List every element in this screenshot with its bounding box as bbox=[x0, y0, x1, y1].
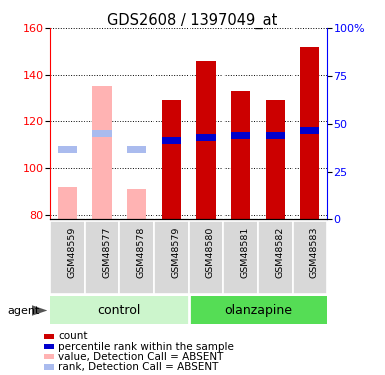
Bar bbox=[50, 221, 85, 294]
Bar bbox=[266, 100, 285, 219]
Bar bbox=[58, 187, 77, 219]
Bar bbox=[50, 296, 189, 324]
Text: GDS2608 / 1397049_at: GDS2608 / 1397049_at bbox=[107, 13, 278, 29]
Bar bbox=[85, 221, 119, 294]
Bar bbox=[231, 132, 250, 139]
Bar bbox=[231, 91, 250, 219]
Bar bbox=[258, 221, 293, 294]
Text: control: control bbox=[98, 304, 141, 317]
Bar bbox=[58, 146, 77, 153]
Bar bbox=[196, 61, 216, 219]
Bar bbox=[189, 296, 327, 324]
Bar bbox=[162, 100, 181, 219]
Bar bbox=[223, 221, 258, 294]
Bar bbox=[293, 221, 327, 294]
Bar bbox=[300, 47, 320, 219]
Text: GSM48579: GSM48579 bbox=[171, 226, 180, 278]
Bar bbox=[92, 86, 112, 219]
Bar bbox=[119, 221, 154, 294]
Polygon shape bbox=[32, 305, 47, 316]
Text: GSM48583: GSM48583 bbox=[310, 226, 319, 278]
Bar bbox=[189, 221, 223, 294]
Bar bbox=[127, 146, 146, 153]
Text: olanzapine: olanzapine bbox=[224, 304, 292, 317]
Text: rank, Detection Call = ABSENT: rank, Detection Call = ABSENT bbox=[58, 362, 219, 372]
Text: GSM48582: GSM48582 bbox=[275, 226, 284, 278]
Bar bbox=[92, 130, 112, 136]
Bar bbox=[127, 189, 146, 219]
Bar bbox=[196, 134, 216, 141]
Bar bbox=[154, 221, 189, 294]
Bar bbox=[266, 132, 285, 139]
Text: count: count bbox=[58, 332, 88, 341]
Bar bbox=[300, 127, 320, 134]
Text: GSM48577: GSM48577 bbox=[102, 226, 111, 278]
Text: GSM48559: GSM48559 bbox=[67, 226, 76, 278]
Text: GSM48578: GSM48578 bbox=[137, 226, 146, 278]
Text: agent: agent bbox=[7, 306, 39, 315]
Text: GSM48581: GSM48581 bbox=[241, 226, 249, 278]
Text: value, Detection Call = ABSENT: value, Detection Call = ABSENT bbox=[58, 352, 224, 362]
Bar bbox=[162, 136, 181, 144]
Text: GSM48580: GSM48580 bbox=[206, 226, 215, 278]
Text: percentile rank within the sample: percentile rank within the sample bbox=[58, 342, 234, 351]
